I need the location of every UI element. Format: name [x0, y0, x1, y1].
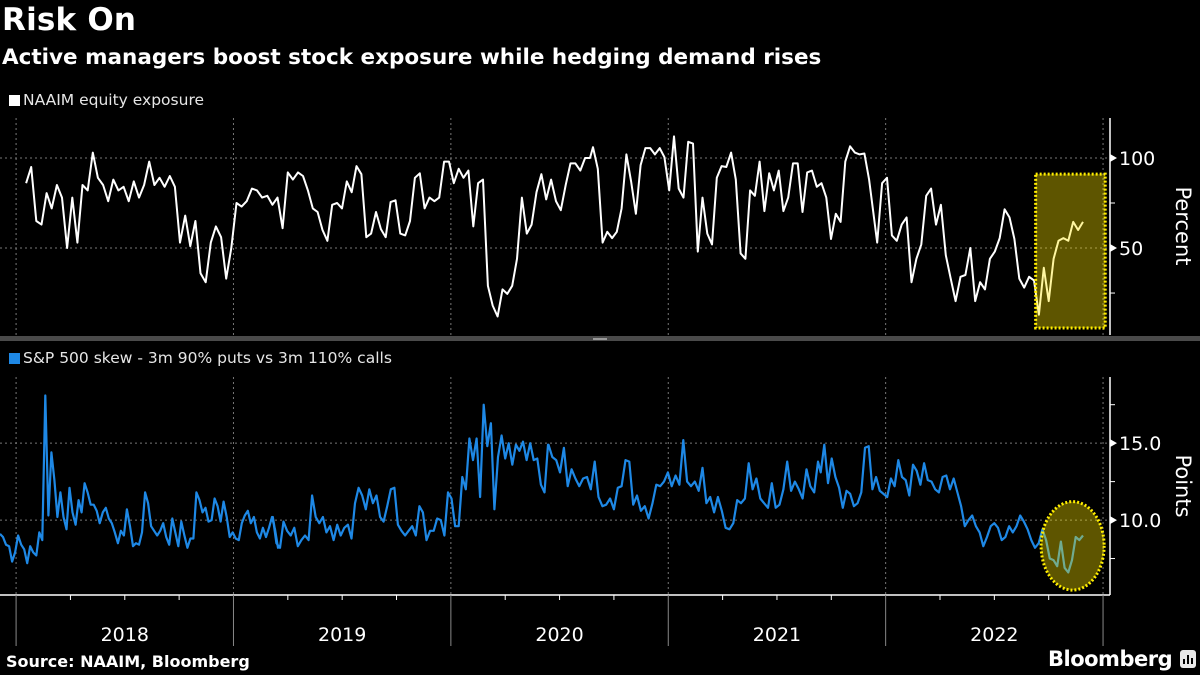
highlight-ellipse	[1039, 500, 1106, 592]
legend-skew: S&P 500 skew - 3m 90% puts vs 3m 110% ca…	[9, 349, 392, 367]
source-note: Source: NAAIM, Bloomberg	[6, 652, 250, 671]
bloomberg-logo: Bloomberg	[1048, 647, 1197, 671]
y-tick-label: 10.0	[1119, 510, 1161, 532]
x-tick-label: 2022	[970, 624, 1018, 646]
highlight-box	[1034, 172, 1107, 330]
x-tick-label: 2021	[753, 624, 801, 646]
x-tick-label: 2020	[535, 624, 583, 646]
x-tick-label: 2018	[101, 624, 149, 646]
y-tick-label: 15.0	[1119, 433, 1161, 455]
y-axis-title: Points	[1171, 454, 1195, 517]
legend-swatch-naaim	[9, 94, 20, 106]
y-axis-title: Percent	[1171, 186, 1195, 265]
bloomberg-logo-text: Bloomberg	[1048, 647, 1173, 671]
chart-subtitle: Active managers boost stock exposure whi…	[2, 45, 822, 70]
y-tick-marker	[1110, 439, 1117, 448]
legend-label-naaim: NAAIM equity exposure	[23, 91, 205, 109]
series-line-naaim	[25, 135, 1084, 318]
legend-swatch-skew	[9, 352, 20, 364]
y-tick-label: 50	[1119, 238, 1143, 260]
legend-label-skew: S&P 500 skew - 3m 90% puts vs 3m 110% ca…	[23, 349, 392, 367]
chart-title: Risk On	[2, 2, 137, 38]
legend-naaim: NAAIM equity exposure	[9, 91, 204, 109]
bloomberg-chart-icon	[1180, 650, 1197, 668]
panel-divider-handle[interactable]	[593, 338, 607, 340]
y-tick-marker	[1110, 153, 1117, 162]
series-line-skew	[0, 394, 1084, 574]
y-tick-marker	[1110, 244, 1117, 253]
x-tick-label: 2019	[318, 624, 366, 646]
y-tick-marker	[1110, 516, 1117, 525]
y-tick-label: 100	[1119, 148, 1155, 170]
